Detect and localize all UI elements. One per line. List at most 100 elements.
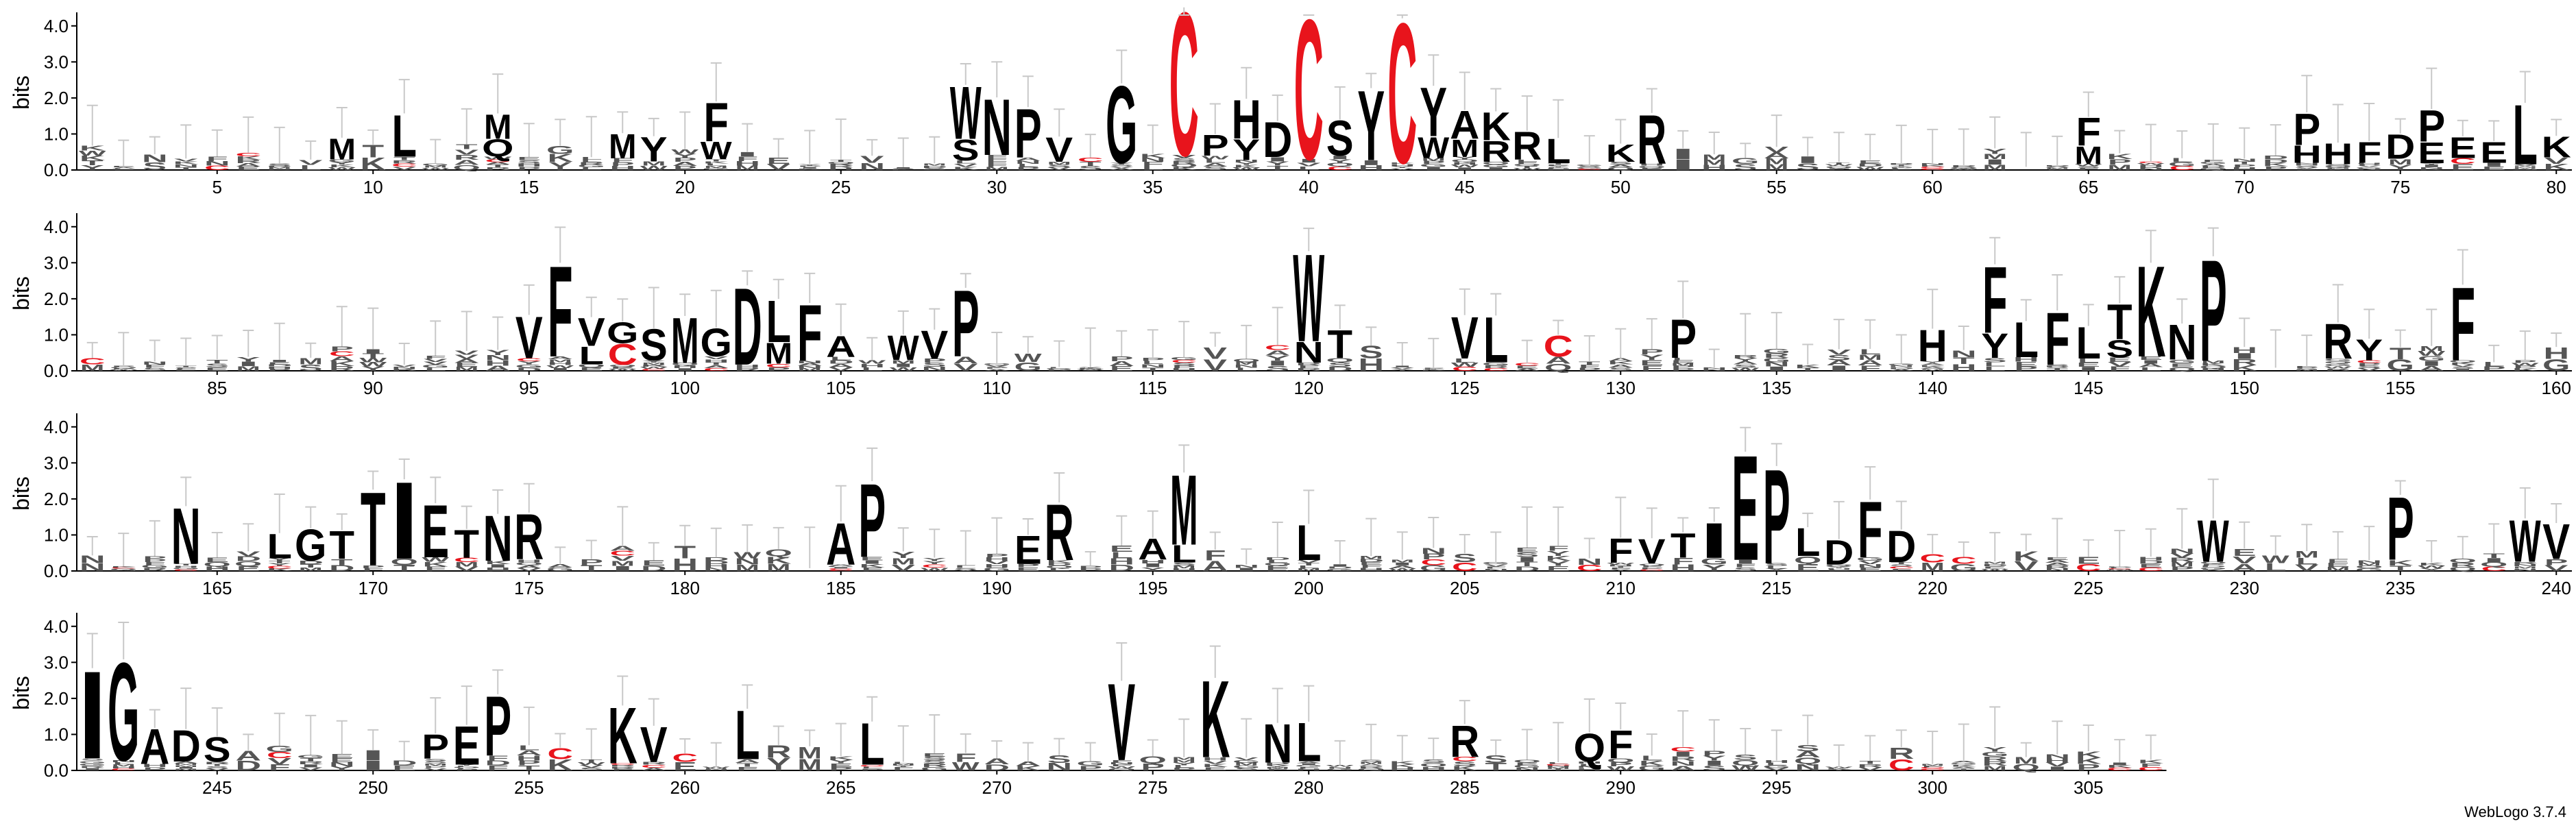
logo-letter: V (454, 148, 478, 156)
logo-letter: W (1981, 568, 2009, 572)
logo-letter: E (2451, 162, 2475, 172)
logo-letter: N (2106, 569, 2133, 570)
logo-letter: M (1359, 555, 1383, 560)
logo-letter: H (734, 160, 760, 167)
logo-letter: N (1577, 766, 1603, 769)
logo-letter: Y (2388, 163, 2412, 172)
logo-letter: I (860, 559, 884, 565)
x-tick-label: 35 (1143, 177, 1163, 197)
logo-letter: A (2138, 363, 2164, 368)
logo-letter: K (2138, 759, 2164, 764)
logo-letter: T (82, 159, 104, 167)
logo-letter: M (2014, 755, 2038, 766)
x-tick-label: 190 (982, 578, 1012, 598)
logo-letter: V (174, 158, 198, 162)
logo-letter: D (2263, 158, 2289, 164)
logo-letter: C (1452, 365, 1478, 372)
x-tick-label: 115 (1139, 378, 1167, 398)
logo-letter: K (1795, 364, 1821, 369)
logo-letter: F (986, 160, 1008, 165)
x-tick-label: 180 (670, 578, 700, 598)
logo-letter: E (2418, 136, 2445, 169)
logo-letter: P (143, 559, 167, 563)
logo-letter: N (1140, 363, 1166, 369)
logo-letter: S (1265, 364, 1289, 372)
logo-letter: V (2295, 563, 2320, 573)
logo-letter: G (1856, 557, 1884, 562)
logo-letter: V (1764, 145, 1788, 154)
logo-letter: L (1173, 764, 1195, 768)
logo-letter: P (454, 769, 478, 771)
logo-letter: F (2327, 558, 2349, 564)
logo-letter: S (205, 362, 229, 368)
logo-letter: F (986, 157, 1008, 162)
logo-letter: A (547, 563, 573, 568)
logo-letter: T (393, 156, 415, 161)
logo-letter: C (1951, 555, 1977, 566)
logo-letter: I (80, 768, 105, 771)
logo-letter: L (2483, 361, 2505, 368)
logo-letter: Q (2200, 167, 2227, 171)
logo-letter: W (2075, 163, 2103, 167)
logo-letter: D (171, 721, 201, 771)
logo-letter: P (267, 368, 291, 372)
logo-letter: I (1795, 154, 1820, 165)
logo-letter: M (2326, 566, 2350, 572)
logo-letter: E (422, 489, 449, 574)
logo-letter: A (1888, 369, 1915, 372)
logo-letter: M (1983, 163, 2007, 171)
logo-letter: S (2451, 366, 2475, 369)
x-tick-label: 305 (2074, 777, 2103, 798)
logo-letter: V (1045, 130, 1073, 169)
y-axis-title: bits (9, 476, 34, 511)
logo-letter: Y (80, 164, 104, 171)
logo-letter: M (424, 165, 448, 169)
logo-letter: S (174, 367, 198, 369)
logo-letter: L (2171, 157, 2193, 163)
logo-letter: L (892, 762, 914, 764)
logo-letter: A (2231, 562, 2257, 574)
logo-letter: K (80, 154, 106, 162)
logo-letter: T (393, 563, 415, 573)
logo-letter: H (1389, 164, 1415, 167)
logo-letter: C (235, 151, 261, 157)
logo-letter: S (1515, 551, 1539, 559)
logo-letter: T (487, 164, 509, 168)
logo-letter: N (2167, 315, 2197, 371)
logo-letter: H (485, 359, 511, 367)
logo-letter: A (2418, 365, 2444, 372)
logo-letter: L (1516, 159, 1538, 162)
logo-letter: C (1483, 367, 1509, 372)
logo-letter: Y (1827, 769, 1851, 771)
logo-letter: M (1235, 762, 1259, 766)
logo-letter: G (1482, 164, 1509, 168)
logo-letter: H (859, 363, 885, 368)
logo-letter: Y (1390, 166, 1414, 169)
logo-letter: Q (234, 560, 262, 568)
logo-letter: V (424, 358, 448, 363)
logo-letter: V (985, 365, 1009, 367)
logo-letter: K (547, 152, 573, 165)
logo-letter: I (1733, 559, 1758, 564)
logo-letter: C (1171, 359, 1197, 363)
logo-letter: G (2387, 356, 2414, 374)
x-tick-label: 5 (212, 177, 222, 197)
logo-letter: M (2388, 158, 2412, 167)
logo-letter: W (2198, 509, 2229, 576)
logo-letter: G (1482, 561, 1509, 565)
logo-letter: D (2106, 566, 2133, 568)
logo-letter: W (2512, 363, 2540, 367)
logo-letter: E (2014, 361, 2038, 367)
logo-letter: P (985, 367, 1009, 369)
logo-letter: P (1172, 365, 1196, 369)
logo-letter: V (1203, 356, 1227, 375)
logo-letter: A (828, 363, 854, 368)
y-tick-label: 3.0 (44, 252, 69, 273)
x-tick-label: 160 (2542, 378, 2571, 398)
logo-letter: K (2106, 764, 2133, 768)
logo-letter: V (2233, 555, 2257, 566)
logo-letter: M (1297, 568, 1321, 572)
logo-letter: F (206, 156, 228, 162)
logo-letter: G (2324, 363, 2352, 367)
logo-letter: Q (1825, 564, 1853, 566)
